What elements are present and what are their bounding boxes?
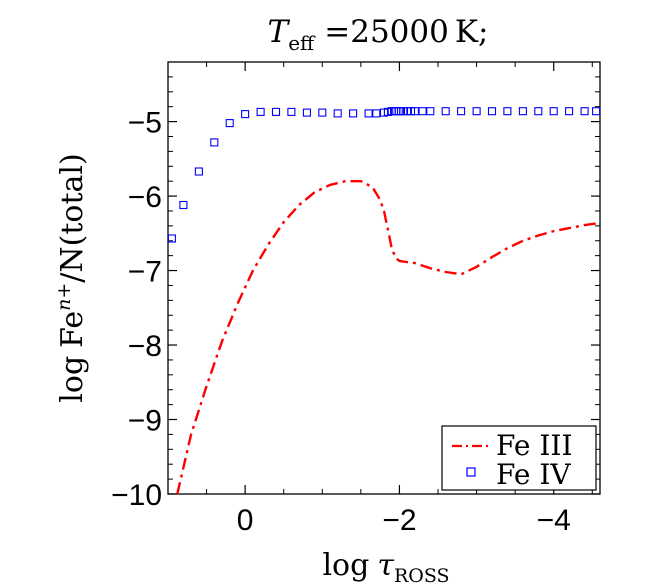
series-point-fe-iv — [287, 107, 296, 116]
y-tick-label: −9 — [128, 405, 162, 438]
ylabel-prefix: log — [55, 356, 90, 403]
series-point-fe-iv — [372, 109, 381, 118]
series-point-fe-iv — [271, 107, 281, 116]
series-point-fe-iv — [426, 107, 435, 116]
legend-box — [441, 425, 597, 491]
series-point-fe-iv — [441, 107, 450, 116]
series-point-fe-iv — [364, 109, 373, 118]
title-end: ; — [478, 14, 488, 50]
ylabel-suffix: /N(total) — [55, 153, 90, 282]
title-subscript: eff — [288, 31, 316, 55]
series-point-fe-iv — [349, 109, 358, 118]
series-point-fe-iv — [418, 107, 427, 116]
series-point-fe-iv — [302, 108, 311, 117]
series-point-fe-iv — [225, 119, 234, 128]
y-tick-label: −6 — [128, 181, 162, 214]
series-point-fe-iv — [394, 107, 403, 116]
series-point-fe-iv — [392, 107, 401, 116]
series-point-fe-iv — [565, 107, 574, 116]
xlabel-subscript: ROSS — [394, 565, 450, 584]
series-point-fe-iv — [318, 108, 327, 117]
series-point-fe-iv — [503, 107, 512, 116]
series-layer — [167, 107, 601, 495]
ylabel-superscript: n+ — [53, 283, 75, 311]
xlabel-prefix: log — [322, 548, 369, 583]
series-point-fe-iv — [194, 167, 203, 176]
y-tick-label: −7 — [128, 256, 162, 289]
title-unit: K — [455, 14, 479, 50]
x-tick-label: 0 — [237, 504, 254, 537]
series-point-fe-iv — [167, 234, 176, 243]
series-point-fe-iv — [487, 107, 497, 116]
series-point-fe-iv — [256, 107, 265, 116]
x-axis-ticks: 0 −2 −4 — [206, 62, 593, 537]
x-axis-label: log τROSS — [322, 548, 449, 584]
series-point-fe-iv — [518, 107, 527, 116]
series-point-fe-iv — [457, 107, 466, 116]
series-point-fe-iv — [410, 107, 419, 116]
series-line-fe-iii — [176, 179, 601, 495]
title-equals: = — [324, 14, 350, 50]
legend-label-fe-iii: Fe III — [496, 429, 573, 462]
series-point-fe-iv — [472, 107, 481, 116]
title-symbol: T — [268, 14, 291, 50]
series-point-fe-iv — [179, 200, 188, 210]
x-tick-label: −4 — [537, 504, 571, 537]
legend-sample-fe-iv — [466, 467, 476, 477]
y-tick-label: −8 — [128, 330, 162, 363]
y-axis-label: log Fen+/N(total) — [53, 153, 90, 402]
series-point-fe-iv — [534, 107, 543, 116]
chart-title: Teff =25000 K; — [268, 14, 489, 55]
plot-frame — [167, 61, 601, 495]
series-point-fe-iv — [580, 107, 589, 116]
legend-label-fe-iv: Fe IV — [496, 458, 571, 491]
series-point-fe-iv — [241, 110, 250, 119]
series-point-fe-iv — [210, 138, 219, 147]
y-tick-label: −10 — [111, 479, 162, 512]
x-tick-label: −2 — [382, 504, 416, 537]
series-point-fe-iv — [549, 107, 558, 116]
legend: Fe III Fe IV — [441, 425, 597, 491]
y-tick-label: −5 — [128, 107, 162, 140]
title-value: 25000 — [350, 14, 449, 50]
series-point-fe-iv — [333, 109, 342, 118]
ylabel-element: Fe — [55, 311, 90, 348]
series-point-fe-iv — [592, 107, 601, 116]
y-axis-ticks: −10 −9 −8 −7 −6 −5 — [111, 76, 600, 512]
xlabel-symbol: τ — [377, 548, 394, 583]
